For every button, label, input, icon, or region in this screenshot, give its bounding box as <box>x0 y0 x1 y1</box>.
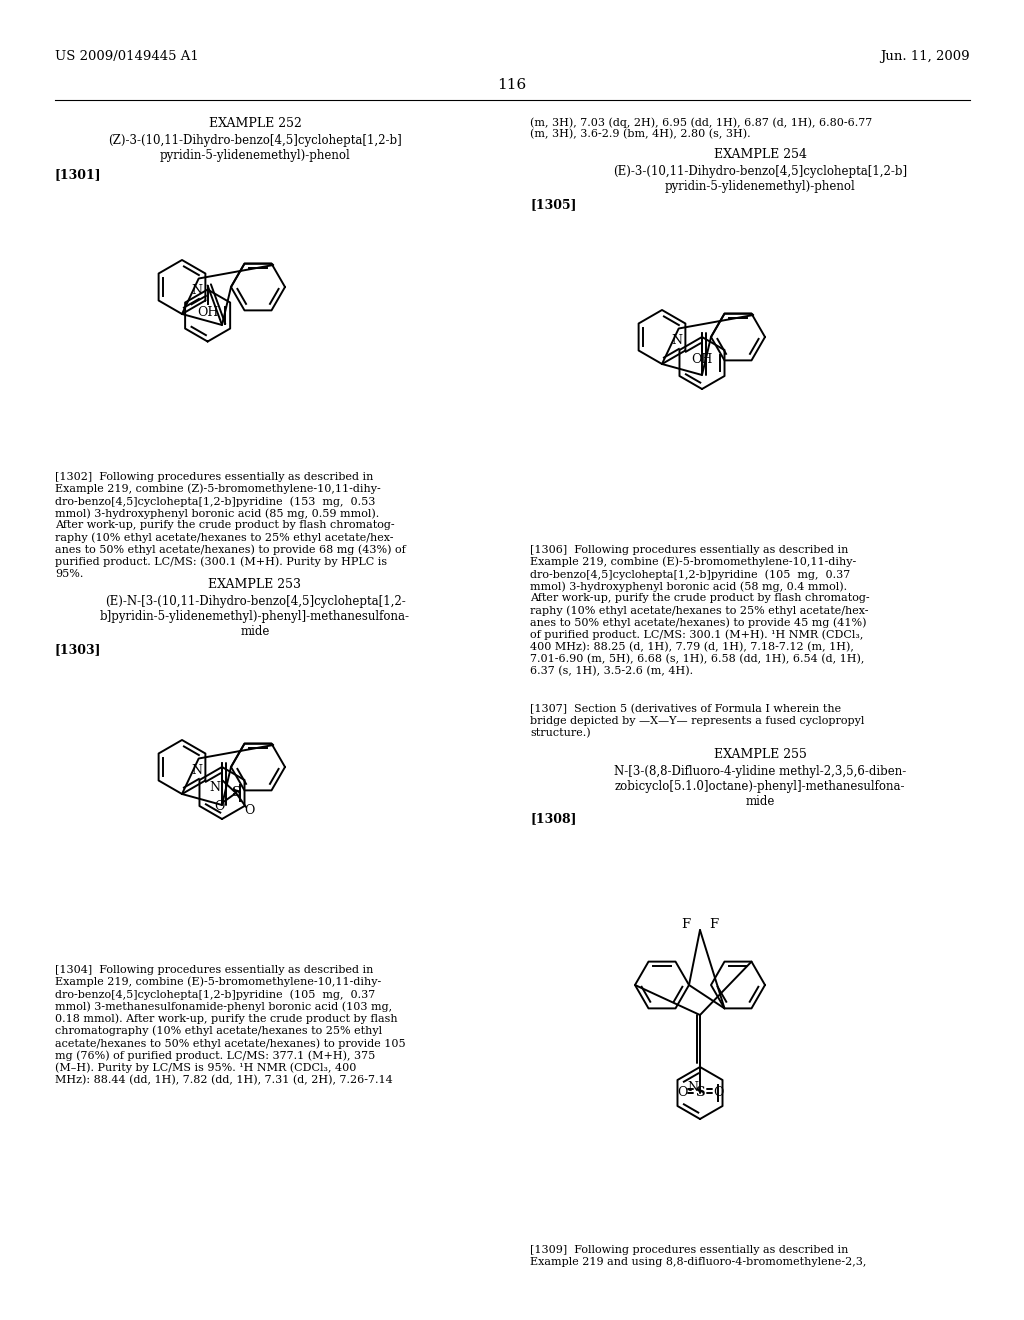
Text: US 2009/0149445 A1: US 2009/0149445 A1 <box>55 50 199 63</box>
Text: [1304]  Following procedures essentially as described in
Example 219, combine (E: [1304] Following procedures essentially … <box>55 965 406 1085</box>
Text: [1307]  Section 5 (derivatives of Formula I wherein the
bridge depicted by —X—Y—: [1307] Section 5 (derivatives of Formula… <box>530 704 864 738</box>
Text: N: N <box>209 781 220 795</box>
Text: [1303]: [1303] <box>55 643 101 656</box>
Text: (E)-3-(10,11-Dihydro-benzo[4,5]cyclohepta[1,2-b]: (E)-3-(10,11-Dihydro-benzo[4,5]cyclohept… <box>613 165 907 178</box>
Text: 116: 116 <box>498 78 526 92</box>
Text: S: S <box>695 1086 705 1100</box>
Text: [1305]: [1305] <box>530 198 577 211</box>
Text: [1308]: [1308] <box>530 812 577 825</box>
Text: OH: OH <box>197 305 218 318</box>
Text: EXAMPLE 255: EXAMPLE 255 <box>714 748 807 762</box>
Text: zobicyclo[5.1.0]octane)-phenyl]-methanesulfona-: zobicyclo[5.1.0]octane)-phenyl]-methanes… <box>614 780 905 793</box>
Text: (E)-N-[3-(10,11-Dihydro-benzo[4,5]cyclohepta[1,2-: (E)-N-[3-(10,11-Dihydro-benzo[4,5]cycloh… <box>104 595 406 609</box>
Text: O: O <box>677 1086 687 1100</box>
Text: EXAMPLE 253: EXAMPLE 253 <box>209 578 301 591</box>
Text: [1309]  Following procedures essentially as described in
Example 219 and using 8: [1309] Following procedures essentially … <box>530 1245 866 1267</box>
Text: N: N <box>672 334 682 347</box>
Text: O: O <box>713 1086 723 1100</box>
Text: Jun. 11, 2009: Jun. 11, 2009 <box>881 50 970 63</box>
Text: N: N <box>191 285 203 297</box>
Text: OH: OH <box>691 352 713 366</box>
Text: pyridin-5-ylidenemethyl)-phenol: pyridin-5-ylidenemethyl)-phenol <box>160 149 350 162</box>
Text: S: S <box>231 787 241 800</box>
Text: N: N <box>191 764 203 777</box>
Text: mide: mide <box>745 795 775 808</box>
Text: N: N <box>687 1081 698 1094</box>
Text: F: F <box>710 917 719 931</box>
Text: (Z)-3-(10,11-Dihydro-benzo[4,5]cyclohepta[1,2-b]: (Z)-3-(10,11-Dihydro-benzo[4,5]cyclohept… <box>109 135 401 147</box>
Text: b]pyridin-5-ylidenemethyl)-phenyl]-methanesulfona-: b]pyridin-5-ylidenemethyl)-phenyl]-metha… <box>100 610 410 623</box>
Text: [1301]: [1301] <box>55 168 101 181</box>
Text: N-[3-(8,8-Difluoro-4-ylidine methyl-2,3,5,6-diben-: N-[3-(8,8-Difluoro-4-ylidine methyl-2,3,… <box>613 766 906 777</box>
Text: O: O <box>244 804 254 817</box>
Text: mide: mide <box>241 624 269 638</box>
Text: [1306]  Following procedures essentially as described in
Example 219, combine (E: [1306] Following procedures essentially … <box>530 545 869 676</box>
Text: [1302]  Following procedures essentially as described in
Example 219, combine (Z: [1302] Following procedures essentially … <box>55 473 406 579</box>
Text: O: O <box>214 800 224 813</box>
Text: pyridin-5-ylidenemethyl)-phenol: pyridin-5-ylidenemethyl)-phenol <box>665 180 855 193</box>
Text: EXAMPLE 254: EXAMPLE 254 <box>714 148 807 161</box>
Text: (m, 3H), 7.03 (dq, 2H), 6.95 (dd, 1H), 6.87 (d, 1H), 6.80-6.77
(m, 3H), 3.6-2.9 : (m, 3H), 7.03 (dq, 2H), 6.95 (dd, 1H), 6… <box>530 117 872 140</box>
Text: F: F <box>681 917 690 931</box>
Text: EXAMPLE 252: EXAMPLE 252 <box>209 117 301 129</box>
